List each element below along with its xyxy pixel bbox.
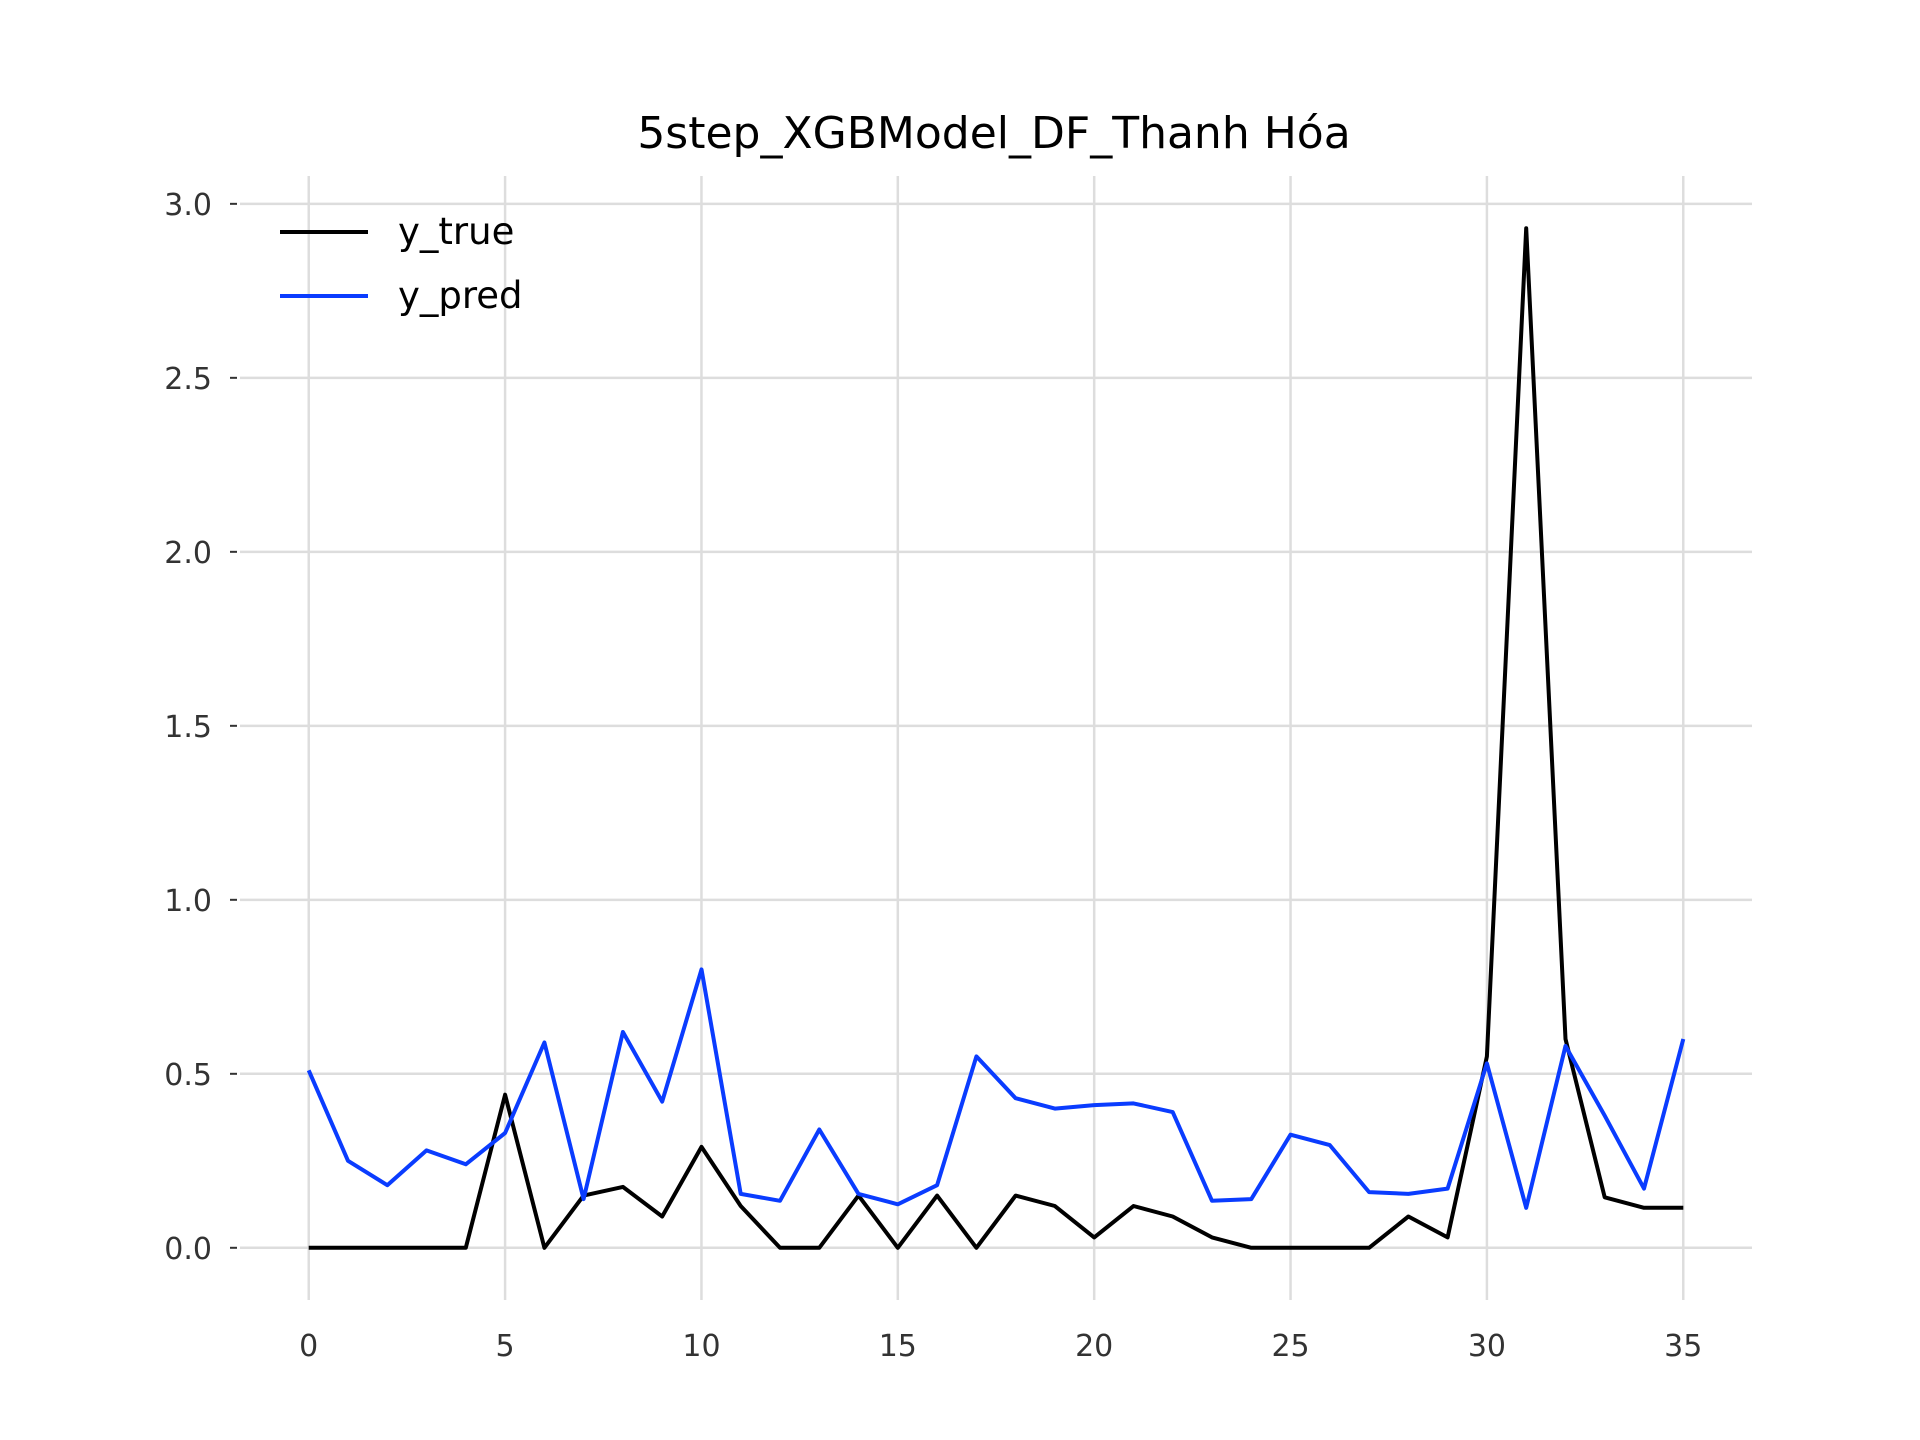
series-layer: [306, 226, 1686, 1250]
x-tick-label: 5: [496, 1329, 515, 1364]
x-tick-label: 25: [1271, 1329, 1309, 1364]
x-tick-label: 0: [299, 1329, 318, 1364]
x-tick-label: 30: [1468, 1329, 1506, 1364]
x-tick-label: 35: [1664, 1329, 1702, 1364]
axis-ticks: 0 5 10 15 20 25 30 35 0.0 0.5 1.0 1.5 2.0 2.5 3.0: [164, 188, 1702, 1364]
y-tick-label: 1.0: [164, 884, 212, 919]
y-tick-label: 0.0: [164, 1232, 212, 1267]
y-tick-label: 2.0: [164, 536, 212, 571]
x-tick-label: 10: [682, 1329, 720, 1364]
legend-label-y-pred: y_pred: [398, 274, 523, 317]
x-tick-label: 15: [879, 1329, 917, 1364]
legend-label-y-true: y_true: [398, 210, 514, 253]
series-line-y-pred: [306, 967, 1686, 1210]
legend: y_true y_pred: [280, 210, 523, 317]
x-tick-label: 20: [1075, 1329, 1113, 1364]
chart-title: 5step_XGBModel_DF_Thanh Hóa: [637, 108, 1350, 159]
grid: [240, 176, 1752, 1300]
series-line-y-true: [308, 226, 1684, 1250]
y-tick-label: 1.5: [164, 710, 212, 745]
y-tick-label: 0.5: [164, 1058, 212, 1093]
y-tick-label: 3.0: [164, 188, 212, 223]
y-tick-label: 2.5: [164, 362, 212, 397]
